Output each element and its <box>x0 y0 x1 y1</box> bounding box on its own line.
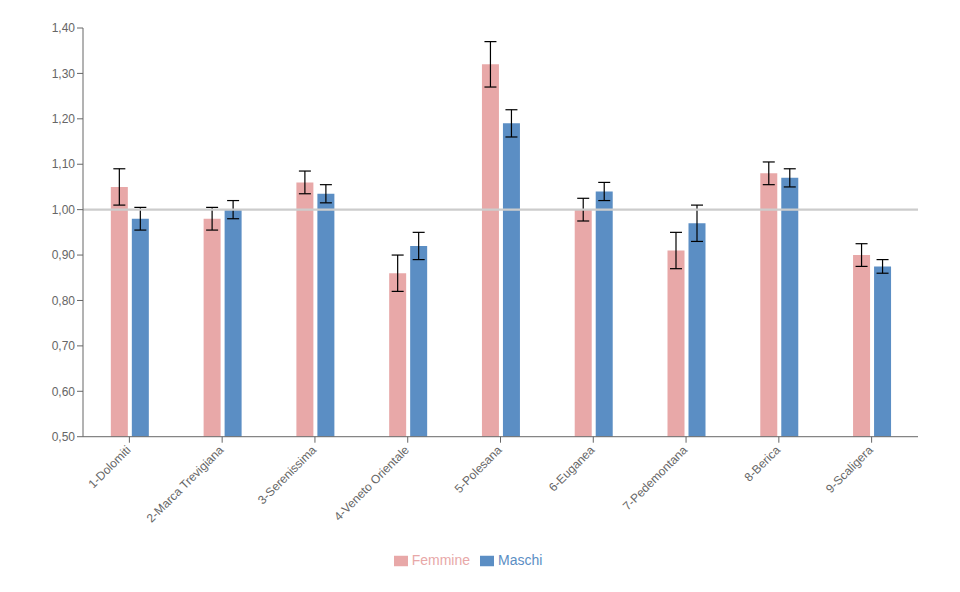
svg-text:0,60: 0,60 <box>52 385 76 399</box>
svg-text:4-Veneto Orientale: 4-Veneto Orientale <box>331 443 412 524</box>
svg-text:0,80: 0,80 <box>52 294 76 308</box>
html-text:Maschi: Maschi <box>498 551 543 568</box>
svg-text:2-Marca Trevigiana: 2-Marca Trevigiana <box>144 443 227 526</box>
svg-text:1,40: 1,40 <box>52 21 76 35</box>
svg-text:1-Dolomiti: 1-Dolomiti <box>85 443 133 491</box>
svg-text:1,00: 1,00 <box>52 203 76 217</box>
svg-text:3-Serenissima: 3-Serenissima <box>255 443 319 507</box>
svg-text:8-Berica: 8-Berica <box>741 443 783 485</box>
svg-text:0,70: 0,70 <box>52 339 76 353</box>
svg-text:1,30: 1,30 <box>52 67 76 81</box>
svg-text:6-Euganea: 6-Euganea <box>546 443 598 495</box>
svg-text:9-Scaligera: 9-Scaligera <box>823 443 876 496</box>
svg-text:7-Pedemontana: 7-Pedemontana <box>620 443 691 514</box>
svg-text:0,90: 0,90 <box>52 248 76 262</box>
svg-text:1,20: 1,20 <box>52 112 76 126</box>
svg-text:1,10: 1,10 <box>52 157 76 171</box>
svg-text:5-Polesana: 5-Polesana <box>452 443 505 496</box>
svg-text:0,50: 0,50 <box>52 430 76 444</box>
html-text:Femmine: Femmine <box>411 551 470 568</box>
